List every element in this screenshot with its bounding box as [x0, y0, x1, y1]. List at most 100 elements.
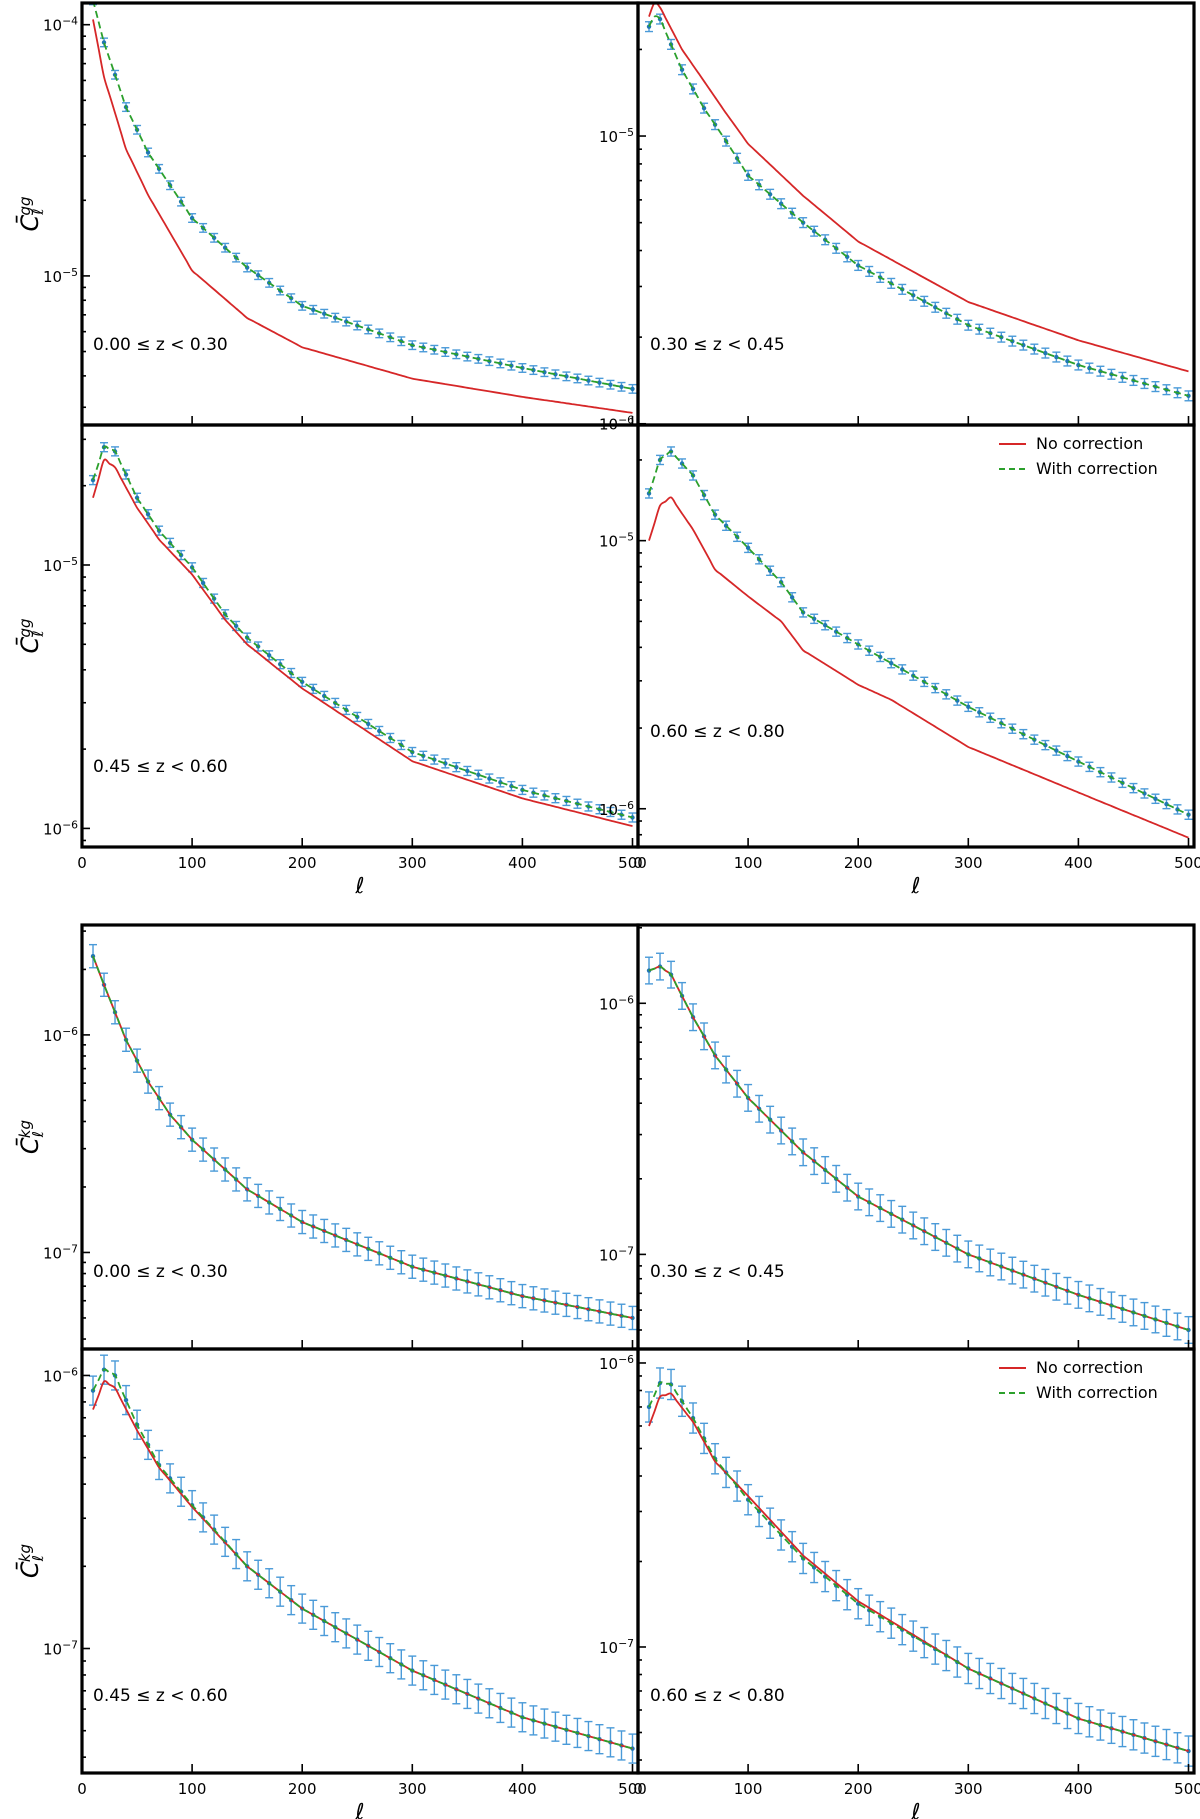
zbin-label: 0.00 ≤ z < 0.30	[93, 1262, 228, 1282]
x-tick-label: 500	[1174, 1780, 1200, 1798]
y-tick-label: 10−6	[599, 1353, 634, 1373]
y-tick-label: 10−7	[43, 1639, 78, 1659]
plot-area	[89, 442, 637, 827]
y-tick-label: 10−6	[43, 1025, 78, 1045]
zbin-label: 0.45 ≤ z < 0.60	[93, 1686, 228, 1706]
panel-frame	[636, 1, 1196, 427]
legend-label: No correction	[1036, 1358, 1143, 1377]
data-point	[123, 1397, 129, 1403]
x-tick-label: 400	[1064, 854, 1093, 872]
y-tick-label: 10−6	[43, 1365, 78, 1385]
series-no-correction	[648, 3, 1189, 373]
plot-area	[645, 1367, 1193, 1767]
legend: No correction With correction	[999, 434, 1158, 478]
x-tick-label: 300	[398, 1780, 427, 1798]
data-point	[1054, 354, 1059, 360]
zbin-label: 0.30 ≤ z < 0.45	[650, 1262, 785, 1282]
series-with-correction	[648, 450, 1189, 816]
x-axis-label: ℓ	[354, 1800, 364, 1819]
x-tick-label: 0	[633, 1780, 643, 1798]
x-tick-label: 100	[734, 1780, 763, 1798]
x-tick-label: 300	[954, 1780, 983, 1798]
data-point	[745, 545, 751, 551]
series-no-correction	[92, 458, 633, 827]
series-no-correction	[648, 496, 1189, 839]
data-point	[789, 595, 795, 600]
panel-frame	[636, 923, 1196, 1351]
panel-gg-2: 10−5 10−6 0 100 200 300 400 500 0.45 ≤ z < 0.60 C…	[15, 423, 647, 899]
panel-kg-3: 10−6 10−7 0 100 200 300 400 500 0.60 ≤ z < 0.80 ℓ…	[599, 1347, 1200, 1819]
x-tick-label: 200	[288, 854, 317, 872]
y-axis-label: C̄ℓkg	[15, 1120, 47, 1154]
data-point	[619, 384, 624, 390]
plot-area	[645, 3, 1193, 402]
plot-area	[645, 952, 1193, 1345]
y-tick-label: 10−5	[599, 126, 634, 146]
x-tick-label: 200	[288, 1780, 317, 1798]
series-with-correction	[648, 965, 1189, 1331]
plot-area	[89, 943, 637, 1331]
x-tick-label: 400	[508, 854, 537, 872]
panel-kg-1: 10−6 10−7 0.30 ≤ z < 0.45	[599, 923, 1196, 1351]
y-tick-label: 10−6	[43, 818, 78, 838]
data-point	[1186, 812, 1191, 817]
x-tick-label: 100	[734, 854, 763, 872]
data-point	[311, 307, 316, 312]
x-tick-label: 200	[844, 854, 873, 872]
legend-label: No correction	[1036, 434, 1143, 453]
y-axis-label: C̄ℓgg	[15, 196, 47, 231]
y-axis-label: C̄ℓgg	[15, 618, 47, 653]
zbin-label: 0.60 ≤ z < 0.80	[650, 722, 785, 742]
x-tick-label: 300	[954, 854, 983, 872]
x-tick-label: 400	[508, 1780, 537, 1798]
data-point	[922, 299, 927, 304]
x-tick-label: 100	[178, 854, 207, 872]
panel-kg-2: 10−6 10−7 0 100 200 300 400 500 0.45 ≤ z < 0.60 C…	[15, 1347, 647, 1819]
data-point	[1153, 796, 1158, 801]
legend-label: With correction	[1036, 1383, 1158, 1402]
data-point	[822, 623, 828, 628]
data-point	[476, 772, 481, 777]
data-point	[200, 580, 206, 586]
y-tick-label: 10−7	[599, 1244, 634, 1264]
x-tick-label: 0	[77, 1780, 87, 1798]
y-tick-label: 10−6	[599, 993, 634, 1013]
x-tick-label: 0	[77, 854, 87, 872]
data-point	[1054, 748, 1059, 753]
x-axis-label: ℓ	[910, 874, 920, 899]
data-point	[889, 660, 894, 666]
y-tick-label: 10−5	[43, 266, 78, 286]
y-tick-label: 10−7	[599, 1637, 634, 1657]
panel-frame	[80, 1, 640, 427]
plot-area	[645, 446, 1193, 839]
data-point	[145, 512, 151, 517]
series-with-correction	[92, 445, 633, 819]
panel-frame	[636, 423, 1196, 849]
zbin-label: 0.00 ≤ z < 0.30	[93, 335, 228, 355]
y-tick-label: 10−4	[43, 15, 78, 35]
plot-area	[89, 3, 637, 414]
series-no-correction	[92, 19, 633, 414]
legend: No correction With correction	[999, 1358, 1158, 1402]
x-tick-label: 0	[633, 854, 643, 872]
series-with-correction	[648, 1381, 1189, 1752]
x-axis-label: ℓ	[910, 1800, 920, 1819]
panel-frame	[80, 1347, 640, 1775]
series-with-correction	[92, 1368, 633, 1750]
x-tick-label: 500	[1174, 854, 1200, 872]
plot-area	[89, 1354, 637, 1764]
data-point	[966, 704, 971, 710]
data-point	[1043, 350, 1048, 356]
y-tick-label: 10−5	[599, 531, 634, 551]
y-axis-label: C̄ℓkg	[15, 1544, 47, 1578]
legend-label: With correction	[1036, 459, 1158, 478]
x-tick-label: 300	[398, 854, 427, 872]
series-with-correction	[648, 15, 1189, 397]
series-with-correction	[92, 3, 633, 390]
panel-frame	[636, 1347, 1196, 1775]
x-tick-label: 500	[618, 854, 647, 872]
panel-kg-0: 10−6 10−7 0.00 ≤ z < 0.30 C̄ℓkg	[15, 923, 640, 1351]
zbin-label: 0.60 ≤ z < 0.80	[650, 1686, 785, 1706]
